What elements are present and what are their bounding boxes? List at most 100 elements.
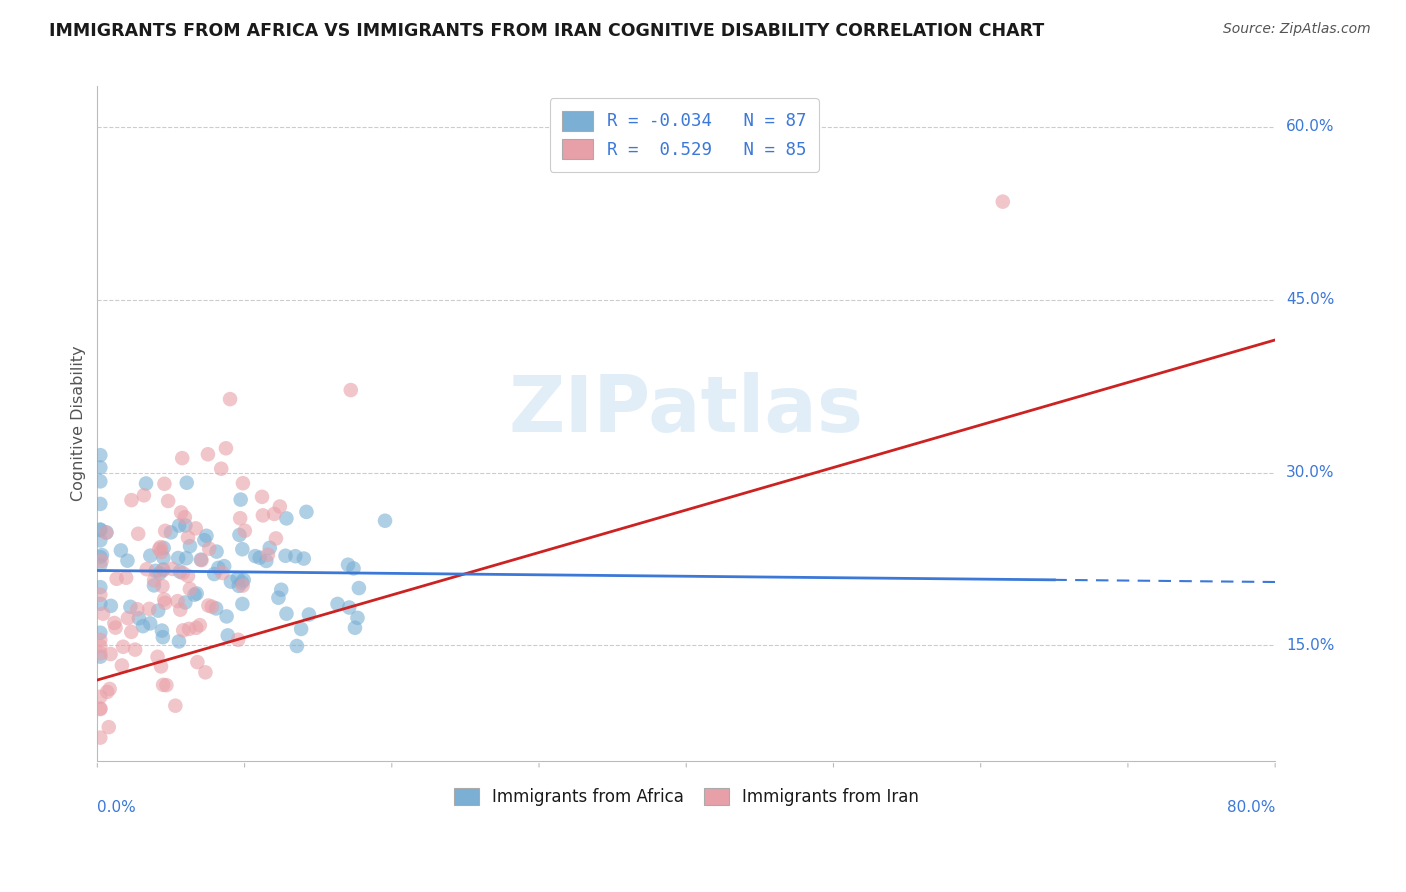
Point [89, 475, 111, 489]
Point [153, 596, 176, 610]
Point [276, 511, 298, 525]
Point [179, 582, 201, 596]
Point [184, 521, 207, 535]
Point [347, 581, 370, 595]
Point [226, 571, 249, 585]
Point [110, 543, 132, 558]
Point [252, 508, 274, 523]
Point [173, 510, 195, 524]
Point [186, 655, 208, 669]
Point [209, 461, 232, 475]
Point [97, 720, 120, 734]
Point [202, 567, 225, 582]
Text: 30.0%: 30.0% [1286, 465, 1334, 480]
Point [342, 561, 364, 575]
Point [152, 579, 174, 593]
Point [219, 574, 242, 589]
Point [143, 573, 166, 587]
Point [211, 566, 233, 580]
Point [90, 554, 112, 568]
Point [231, 575, 253, 590]
Point [205, 544, 228, 558]
Point [228, 579, 250, 593]
Point [167, 518, 190, 533]
Point [89, 550, 111, 565]
Point [160, 525, 183, 540]
Text: IMMIGRANTS FROM AFRICA VS IMMIGRANTS FROM IRAN COGNITIVE DISABILITY CORRELATION : IMMIGRANTS FROM AFRICA VS IMMIGRANTS FRO… [49, 22, 1045, 40]
Text: ZIPatlas: ZIPatlas [509, 372, 863, 448]
Point [197, 447, 219, 461]
Point [232, 573, 254, 587]
Point [205, 601, 228, 615]
Point [152, 564, 174, 578]
Point [195, 529, 218, 543]
Point [152, 541, 174, 555]
Point [250, 490, 273, 504]
Point [149, 566, 172, 581]
Point [169, 565, 191, 579]
Point [217, 628, 239, 642]
Point [231, 542, 253, 557]
Point [117, 611, 139, 625]
Point [169, 603, 191, 617]
Point [152, 550, 174, 565]
Point [343, 621, 366, 635]
Point [174, 518, 197, 533]
Point [89, 558, 111, 572]
Point [233, 524, 256, 538]
Point [177, 531, 200, 545]
Point [374, 514, 396, 528]
Point [100, 599, 122, 613]
Point [263, 507, 285, 521]
Point [160, 562, 183, 576]
Point [198, 541, 221, 556]
Point [201, 599, 224, 614]
Point [337, 600, 360, 615]
Point [138, 602, 160, 616]
Point [139, 616, 162, 631]
Point [346, 611, 368, 625]
Point [152, 678, 174, 692]
Point [94, 525, 117, 540]
Point [326, 597, 349, 611]
Point [128, 611, 150, 625]
Point [157, 494, 180, 508]
Point [89, 448, 111, 462]
Point [167, 551, 190, 566]
Point [194, 665, 217, 680]
Point [276, 607, 298, 621]
Point [89, 523, 111, 537]
Point [267, 591, 290, 605]
Point [257, 548, 280, 562]
Point [89, 533, 111, 548]
Point [190, 552, 212, 566]
Point [132, 488, 155, 502]
Point [245, 549, 267, 563]
Point [229, 511, 252, 525]
Point [104, 621, 127, 635]
Point [89, 702, 111, 716]
Point [148, 541, 170, 556]
Point [89, 731, 111, 745]
Point [149, 540, 172, 554]
Point [120, 624, 142, 639]
Point [254, 554, 277, 568]
Point [249, 550, 271, 565]
Point [177, 622, 200, 636]
Point [127, 602, 149, 616]
Point [172, 451, 194, 466]
Point [89, 580, 111, 594]
Point [186, 621, 208, 635]
Point [153, 476, 176, 491]
Point [89, 588, 111, 602]
Point [337, 558, 360, 572]
Point [89, 639, 111, 653]
Point [115, 571, 138, 585]
Text: 15.0%: 15.0% [1286, 638, 1334, 653]
Point [172, 566, 194, 580]
Point [111, 658, 134, 673]
Point [117, 554, 139, 568]
Point [292, 551, 315, 566]
Point [120, 493, 142, 508]
Point [212, 559, 235, 574]
